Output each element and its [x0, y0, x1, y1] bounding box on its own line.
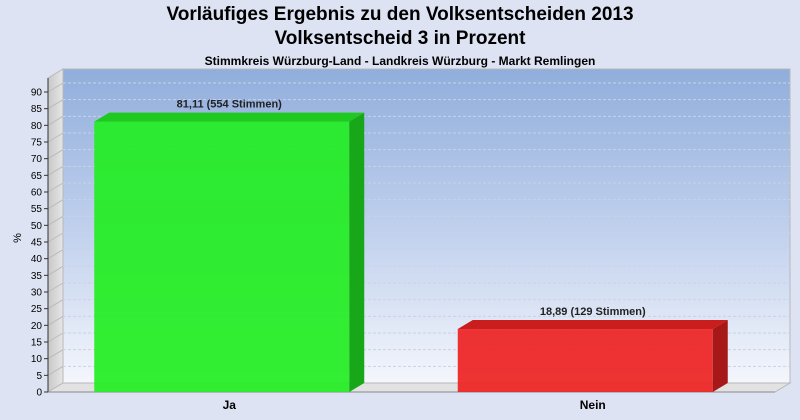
y-tick-label: 50 [31, 221, 43, 232]
y-tick-label: 30 [31, 288, 43, 299]
gridline-side [47, 99, 64, 110]
chart-title: Vorläufiges Ergebnis zu den Volksentsche… [166, 4, 634, 25]
y-tick-label: 80 [31, 121, 43, 132]
bar-front [94, 121, 350, 392]
bar-nein [457, 320, 728, 392]
x-tick-label: Nein [580, 398, 606, 412]
gridline-side [47, 149, 64, 160]
bar-side [349, 112, 365, 392]
y-tick-label: 25 [31, 304, 43, 315]
y-tick-label: 55 [31, 204, 43, 215]
data-label: 81,11 (554 Stimmen) [177, 99, 283, 111]
gridline-side [47, 132, 64, 143]
gridline-side [47, 299, 64, 310]
y-tick-label: 35 [31, 271, 43, 282]
gridline-side [47, 349, 64, 360]
y-tick-label: 70 [31, 154, 43, 165]
plot-area: 0 5 10 15 20 25 30 35 40 45 50 55 60 65 70 75 80 85 90 81,1… [31, 68, 792, 412]
gridline-side [47, 332, 64, 343]
data-label: 18,89 (129 Stimmen) [540, 306, 646, 318]
bar-ja [94, 112, 365, 392]
gridline-side [47, 115, 64, 126]
y-tick-label: 65 [31, 171, 43, 182]
y-tick-label: 10 [31, 354, 43, 365]
gridline-side [47, 199, 64, 210]
gridline-side [47, 232, 64, 243]
y-tick-label: 75 [31, 138, 43, 149]
chart-subtitle: Volksentscheid 3 in Prozent [274, 28, 526, 49]
x-tick-label: Ja [223, 398, 237, 412]
y-tick-label: 0 [36, 388, 42, 399]
gridline-side [47, 215, 64, 226]
gridline-side [47, 182, 64, 193]
bar-top [94, 112, 365, 122]
y-tick-label: 20 [31, 321, 43, 332]
gridline-side [47, 282, 64, 293]
bar-top [457, 320, 728, 330]
y-tick-label: 40 [31, 254, 43, 265]
bar-side [712, 320, 728, 392]
y-tick-label: 15 [31, 338, 43, 349]
gridline-side [47, 265, 64, 276]
y-tick-label: 60 [31, 188, 43, 199]
y-axis-label: % [12, 233, 24, 243]
y-tick-label: 90 [31, 88, 43, 99]
gridline-side [47, 82, 64, 93]
gridline-side [47, 365, 64, 376]
gridline-side [47, 165, 64, 176]
y-tick-label: 85 [31, 104, 43, 115]
gridline-side [47, 315, 64, 326]
y-tick-label: 45 [31, 238, 43, 249]
bar-front [457, 329, 713, 392]
chart-caption: Stimmkreis Würzburg-Land - Landkreis Wür… [204, 54, 596, 68]
y-tick-label: 5 [36, 371, 42, 382]
gridline-side [47, 249, 64, 260]
